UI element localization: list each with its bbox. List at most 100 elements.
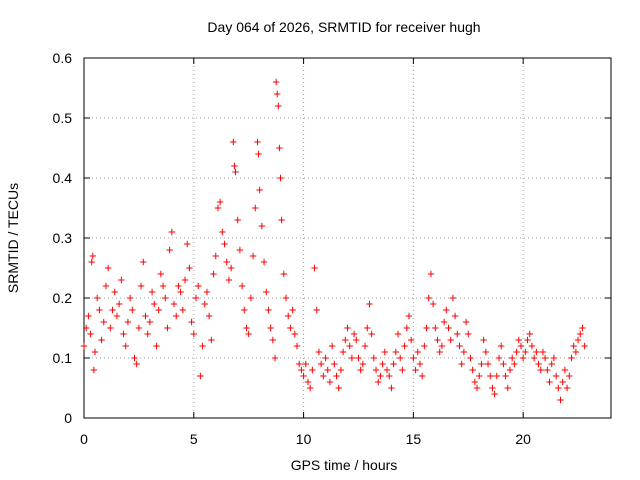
data-point — [313, 306, 320, 314]
data-point — [577, 330, 584, 338]
data-point — [219, 228, 226, 236]
data-point — [449, 294, 457, 302]
data-point — [179, 306, 187, 314]
x-tick-label: 10 — [296, 431, 312, 447]
data-point — [122, 342, 129, 350]
data-point — [333, 372, 340, 380]
data-point — [511, 360, 518, 368]
y-axis-title: SRMTID / TECUs — [5, 183, 21, 293]
data-point — [405, 312, 413, 320]
data-point — [100, 318, 107, 326]
data-point — [232, 168, 239, 176]
data-point — [258, 222, 266, 230]
data-point — [361, 342, 369, 350]
data-point — [469, 366, 476, 374]
y-tick-label: 0.4 — [53, 170, 73, 186]
data-point — [544, 366, 551, 374]
y-tick-label: 0.2 — [53, 290, 73, 306]
data-point — [368, 330, 375, 338]
data-point — [377, 372, 384, 380]
data-point — [495, 354, 503, 362]
data-point — [120, 330, 127, 338]
data-point — [298, 366, 305, 374]
data-point — [225, 276, 233, 284]
data-point — [271, 354, 279, 362]
data-point — [96, 306, 103, 314]
data-point — [199, 342, 206, 350]
data-point — [348, 354, 356, 362]
data-point — [168, 228, 176, 236]
data-point — [89, 252, 96, 260]
data-point — [102, 282, 110, 290]
x-tick-label: 20 — [515, 431, 531, 447]
data-point — [541, 354, 549, 362]
data-point — [230, 138, 237, 146]
data-point — [173, 312, 180, 320]
data-point — [309, 366, 316, 374]
data-point — [502, 372, 509, 380]
data-point — [506, 366, 514, 374]
data-point — [181, 276, 189, 284]
data-point — [90, 366, 98, 374]
data-point — [223, 258, 230, 266]
data-point — [98, 336, 105, 344]
data-point — [528, 342, 536, 350]
data-point — [563, 384, 571, 392]
data-point — [533, 348, 540, 356]
data-point — [555, 384, 562, 392]
data-point — [241, 306, 248, 314]
data-point — [460, 348, 468, 356]
data-point — [231, 162, 238, 170]
data-point — [129, 306, 136, 314]
data-point — [82, 324, 90, 332]
data-point — [552, 372, 560, 380]
data-point — [300, 372, 307, 380]
data-point — [247, 294, 255, 302]
data-point — [142, 312, 149, 320]
data-point — [118, 276, 125, 284]
data-point — [561, 366, 569, 374]
data-point — [342, 336, 349, 344]
data-point — [388, 384, 395, 392]
data-point — [410, 354, 417, 362]
data-point — [91, 348, 99, 356]
data-point — [276, 144, 283, 152]
data-point — [302, 360, 309, 368]
data-point — [326, 378, 334, 386]
data-point — [357, 366, 364, 374]
data-point — [315, 348, 323, 356]
data-point — [166, 246, 173, 254]
data-point — [157, 270, 165, 278]
data-point — [201, 300, 208, 308]
data-point — [260, 258, 268, 266]
data-point — [186, 264, 193, 272]
data-point — [539, 348, 547, 356]
data-point — [407, 336, 415, 344]
data-point — [438, 342, 446, 350]
data-point — [216, 198, 224, 206]
x-tick-label: 0 — [80, 431, 88, 447]
data-point — [274, 90, 281, 98]
data-point — [291, 330, 298, 338]
data-point — [85, 312, 92, 320]
data-point — [311, 264, 318, 272]
data-point — [397, 354, 404, 362]
axis-ticks — [83, 57, 611, 419]
data-point — [364, 324, 371, 332]
data-point — [245, 330, 252, 338]
data-point — [144, 330, 151, 338]
data-point — [519, 354, 527, 362]
data-point — [249, 252, 257, 260]
data-point — [331, 360, 338, 368]
data-point — [135, 324, 143, 332]
data-point — [522, 348, 529, 356]
x-axis-title: GPS time / hours — [291, 457, 398, 473]
data-point — [263, 288, 270, 296]
data-point — [381, 348, 389, 356]
data-point — [416, 360, 424, 368]
data-point — [574, 336, 582, 344]
data-point — [255, 150, 262, 158]
y-tick-label: 0 — [64, 410, 72, 426]
data-point — [421, 342, 428, 350]
data-point — [109, 306, 116, 314]
